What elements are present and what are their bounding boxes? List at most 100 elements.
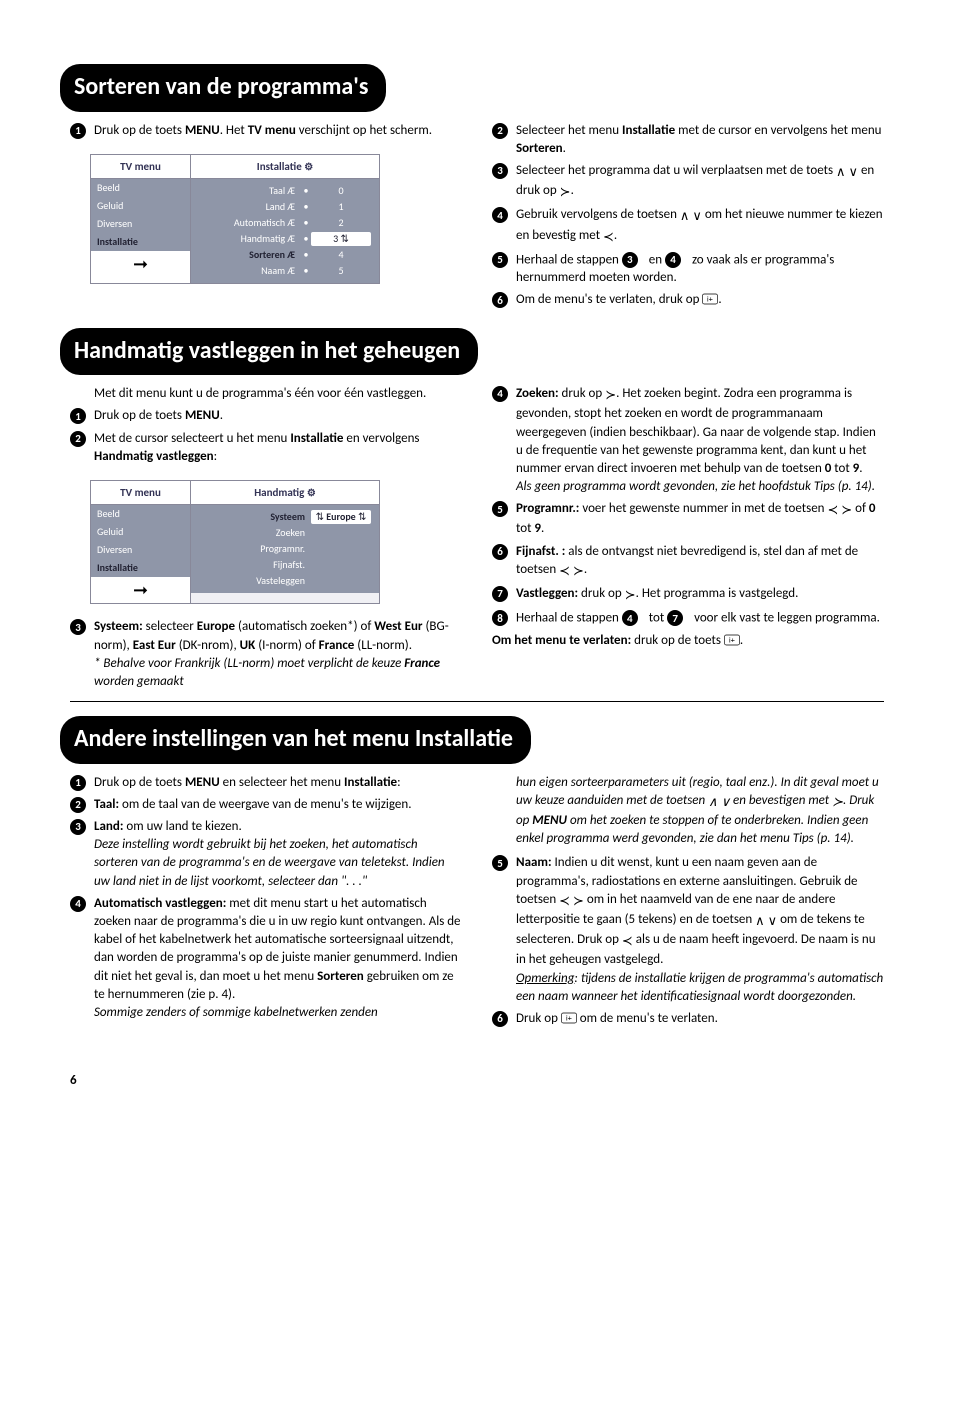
menu1-row: Taal Æ•0 bbox=[191, 183, 379, 199]
section1-columns: 1 Druk op de toets MENU. Het TV menu ver… bbox=[70, 122, 884, 314]
s1-text-5: Herhaal de stappen 3 en 4 zo vaak als er… bbox=[516, 251, 884, 288]
s3r-text-5: Naam: Indien u dit wenst, kunt u een naa… bbox=[516, 854, 884, 1006]
menu1-left-item: Geluid bbox=[91, 197, 190, 215]
num-badge: 1 bbox=[70, 123, 86, 139]
s3-item-2: 2 Taal: om de taal van de weergave van de… bbox=[70, 796, 462, 814]
section3-columns: 1 Druk op de toets MENU en selecteer het … bbox=[70, 774, 884, 1032]
menu2-left-item: Installatie bbox=[91, 559, 190, 577]
section3-right: hun eigen sorteerparameters uit (regio, … bbox=[492, 774, 884, 1032]
menu1-right-title: Installatie ⚙ bbox=[191, 155, 379, 179]
s2-item-7: 7 Vastleggen: druk op ≻. Het programma is… bbox=[492, 585, 884, 605]
menu1-left-title: TV menu bbox=[91, 155, 190, 179]
num-badge: 3 bbox=[70, 619, 86, 635]
menu1-arrow: ➞ bbox=[91, 251, 190, 277]
menu1-row: Sorteren Æ•4 bbox=[191, 247, 379, 263]
svg-text:i+: i+ bbox=[707, 295, 713, 304]
menu2-row: Fijnafst. bbox=[191, 557, 379, 573]
section2-right: 4 Zoeken: druk op ≻. Het zoeken begint. … bbox=[492, 385, 884, 695]
s1-item-1: 1 Druk op de toets MENU. Het TV menu ver… bbox=[70, 122, 462, 140]
s3l-note-4: Sommige zenders of sommige kabelnetwerke… bbox=[94, 1005, 378, 1020]
arrow-icon: ➞ bbox=[133, 578, 148, 603]
s1-item-3: 3 Selecteer het programma dat u wil verpl… bbox=[492, 162, 884, 202]
menu1-right: Installatie ⚙ Taal Æ•0Land Æ•1Automatisc… bbox=[191, 155, 379, 283]
s1-item-2: 2Selecteer het menu Installatie met de c… bbox=[492, 122, 884, 158]
num-badge: 4 bbox=[492, 207, 508, 223]
s2-item-3: 3 Systeem: selecteer Europe (automatisch… bbox=[70, 618, 462, 691]
s2l-text-3: Systeem: selecteer Europe (automatisch z… bbox=[94, 618, 462, 691]
section-title-other: Andere instellingen van het menu Install… bbox=[60, 716, 531, 764]
s1-item-5: 5Herhaal de stappen 3 en 4 zo vaak als e… bbox=[492, 251, 884, 288]
menu-handmatig: TV menu BeeldGeluidDiversenInstallatie ➞… bbox=[90, 480, 380, 604]
menu1-row: Land Æ•1 bbox=[191, 199, 379, 215]
section1-left: 1 Druk op de toets MENU. Het TV menu ver… bbox=[70, 122, 462, 314]
s2-item-4: 4 Zoeken: druk op ≻. Het zoeken begint. … bbox=[492, 385, 884, 496]
arrow-icon: ➞ bbox=[133, 252, 148, 277]
s2-item-8: 8 Herhaal de stappen 4 tot 7 voor elk vas… bbox=[492, 609, 884, 627]
s3-item-1: 1 Druk op de toets MENU en selecteer het … bbox=[70, 774, 462, 792]
menu2-left-item: Geluid bbox=[91, 523, 190, 541]
menu1-left-list: BeeldGeluidDiversenInstallatie bbox=[91, 179, 190, 251]
menu1-left-item: Beeld bbox=[91, 179, 190, 197]
num-badge: 4 bbox=[492, 386, 508, 402]
s1-item-4: 4Gebruik vervolgens de toetsen ∧ ∨ om he… bbox=[492, 206, 884, 246]
menu2-right: Handmatig ⚙ Systeem⇅ Europe ⇅ZoekenProgr… bbox=[191, 481, 379, 603]
s2r-text-8: Herhaal de stappen 4 tot 7 voor elk vast… bbox=[516, 609, 884, 627]
s2-intro: Met dit menu kunt u de programma's één v… bbox=[94, 385, 462, 403]
menu1-row: Automatisch Æ•2 bbox=[191, 215, 379, 231]
num-badge: 2 bbox=[70, 797, 86, 813]
num-badge: 2 bbox=[70, 431, 86, 447]
section-title-manual: Handmatig vastleggen in het geheugen bbox=[60, 328, 478, 376]
s2-item-1: 1Druk op de toets MENU. bbox=[70, 407, 462, 425]
s3-item-4: 4 Automatisch vastleggen: met dit menu s… bbox=[70, 895, 462, 1022]
s2l-note-3: * Behalve voor Frankrijk (LL-norm) moet … bbox=[94, 656, 440, 689]
s3-item-5: 5 Naam: Indien u dit wenst, kunt u een n… bbox=[492, 854, 884, 1006]
section2-left: Met dit menu kunt u de programma's één v… bbox=[70, 385, 462, 695]
menu1-right-body: Taal Æ•0Land Æ•1Automatisch Æ•2Handmatig… bbox=[191, 179, 379, 283]
menu1-row: Handmatig Æ•3 ⇅ bbox=[191, 231, 379, 247]
gear-icon: ⚙ bbox=[304, 160, 313, 173]
menu2-row: Zoeken bbox=[191, 525, 379, 541]
s1-text-1: Druk op de toets MENU. Het TV menu versc… bbox=[94, 122, 462, 140]
menu2-arrow: ➞ bbox=[91, 577, 190, 603]
num-badge: 4 bbox=[70, 896, 86, 912]
s2l-text-1: Druk op de toets MENU. bbox=[94, 407, 462, 425]
num-badge: 7 bbox=[492, 586, 508, 602]
num-badge: 6 bbox=[492, 1011, 508, 1027]
menu2-left-list: BeeldGeluidDiversenInstallatie bbox=[91, 505, 190, 577]
s3l-text-4: Automatisch vastleggen: met dit menu sta… bbox=[94, 895, 462, 1022]
section3-left: 1 Druk op de toets MENU en selecteer het … bbox=[70, 774, 462, 1032]
s2-item-5: 5 Programnr.: voer het gewenste nummer in… bbox=[492, 500, 884, 538]
s2r-text-4: Zoeken: druk op ≻. Het zoeken begint. Zo… bbox=[516, 385, 884, 496]
menu2-right-body: Systeem⇅ Europe ⇅ZoekenProgramnr.Fijnafs… bbox=[191, 505, 379, 593]
section-title-sort: Sorteren van de programma's bbox=[60, 64, 386, 112]
menu2-left-title: TV menu bbox=[91, 481, 190, 505]
svg-text:i+: i+ bbox=[729, 635, 735, 644]
s3-item-6: 6Druk op i+ om de menu's te verlaten. bbox=[492, 1010, 884, 1028]
num-badge: 5 bbox=[492, 501, 508, 517]
menu1-row: Naam Æ•5 bbox=[191, 263, 379, 279]
s3-item-3: 3 Land: om uw land te kiezen. Deze inste… bbox=[70, 818, 462, 891]
num-badge: 8 bbox=[492, 610, 508, 626]
menu2-row: Programnr. bbox=[191, 541, 379, 557]
s3r-note-5: Opmerking: tijdens de installatie krijge… bbox=[516, 971, 883, 1004]
svg-text:i+: i+ bbox=[566, 1014, 572, 1023]
menu-installatie: TV menu BeeldGeluidDiversenInstallatie ➞… bbox=[90, 154, 380, 284]
s2r-note-4: Als geen programma wordt gevonden, zie h… bbox=[516, 479, 875, 494]
s3l-text-2: Taal: om de taal van de weergave van de … bbox=[94, 796, 462, 814]
num-badge: 3 bbox=[492, 163, 508, 179]
menu2-row: Vasteleggen bbox=[191, 573, 379, 589]
s3l-note-3: Deze instelling wordt gebruikt bij het z… bbox=[94, 837, 445, 888]
s3l-text-1: Druk op de toets MENU en selecteer het m… bbox=[94, 774, 462, 792]
menu2-left-item: Beeld bbox=[91, 505, 190, 523]
s2r-text-5: Programnr.: voer het gewenste nummer in … bbox=[516, 500, 884, 538]
s2r-text-6: Fijnafst. : als de ontvangst niet bevred… bbox=[516, 543, 884, 581]
num-badge: 6 bbox=[492, 292, 508, 308]
menu1-left-item: Installatie bbox=[91, 233, 190, 251]
s1-text-3: Selecteer het programma dat u wil verpla… bbox=[516, 162, 884, 202]
s3r-cont: hun eigen sorteerparameters uit (regio, … bbox=[516, 774, 884, 849]
s1-text-2: Selecteer het menu Installatie met de cu… bbox=[516, 122, 884, 158]
s2r-text-7: Vastleggen: druk op ≻. Het programma is … bbox=[516, 585, 884, 605]
s1-item-6: 6Om de menu's te verlaten, druk op i+. bbox=[492, 291, 884, 309]
num-badge: 1 bbox=[70, 775, 86, 791]
menu2-left-item: Diversen bbox=[91, 541, 190, 559]
